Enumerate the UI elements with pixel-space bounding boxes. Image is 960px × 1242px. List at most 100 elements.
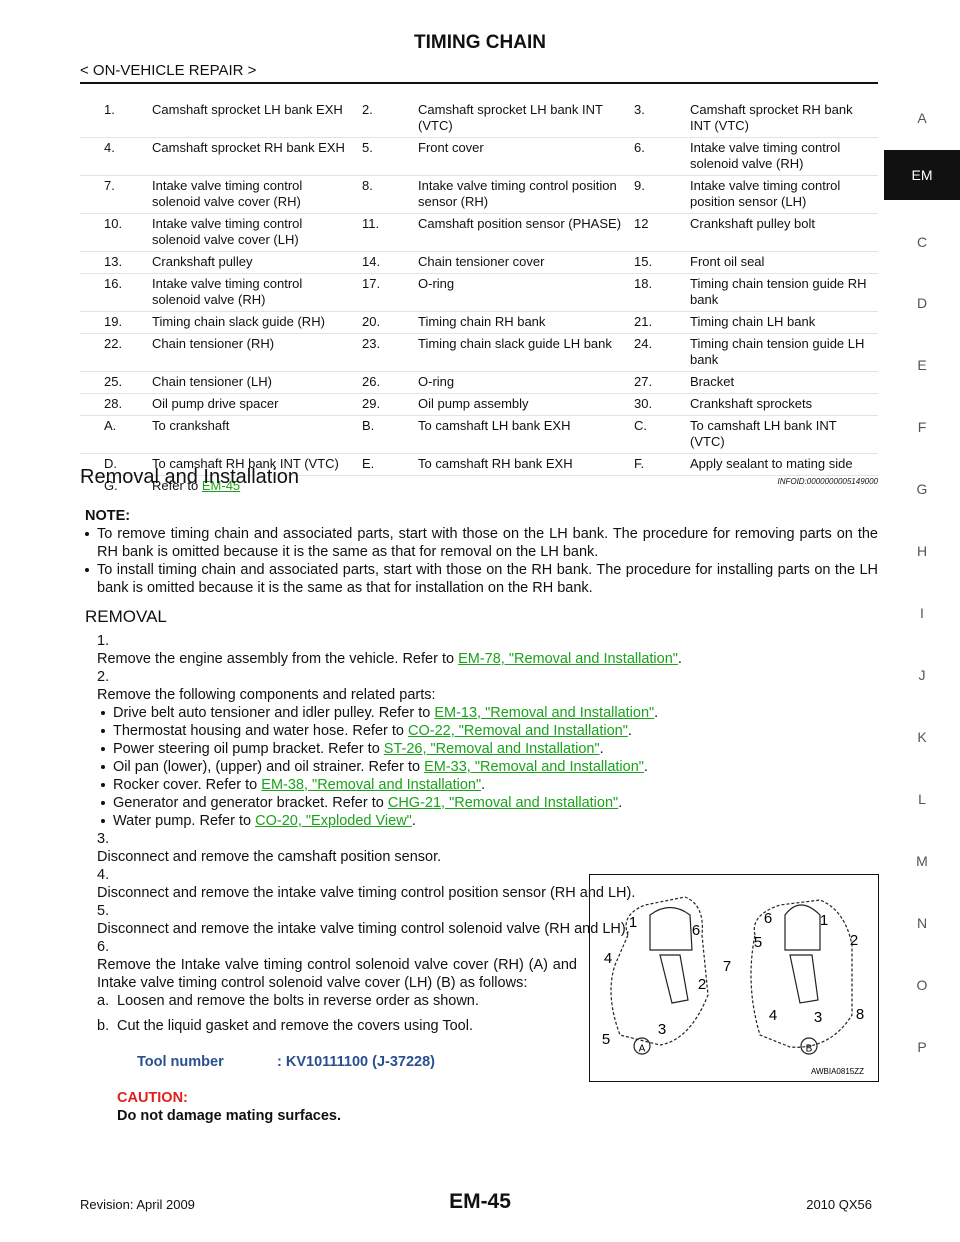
bullet [101,765,105,769]
side-tab: N [916,915,928,931]
item-number: 27. [634,371,690,394]
side-tab: J [918,667,926,683]
note-label: NOTE: [85,508,131,524]
text: Drive belt auto tensioner and idler pull… [113,705,435,721]
figure-label: A [639,1044,646,1055]
callout-circle [800,1037,818,1055]
step: 1. Remove the engine assembly from the ve… [97,632,878,668]
link[interactable]: ST-26, "Removal and Installation" [383,741,600,757]
note-text: To install timing chain and associated p… [97,562,878,596]
footer-page: EM-45 [449,1190,511,1213]
caution-label: CAUTION: [117,1090,188,1106]
legend-row: 19. Timing chain slack guide (RH) 20. Timin… [80,311,878,334]
figure-label: 1 [629,914,637,931]
item-text: To camshaft RH bank EXH [418,453,634,476]
step-body: Remove the engine assembly from the vehi… [97,650,878,668]
item-number: 15. [634,251,690,274]
item-number: 30. [634,393,690,416]
item-number: 19. [80,311,152,334]
footer-revision: Revision: April 2009 [80,1197,195,1212]
step-number: 4. [97,867,110,883]
cover-outline [610,896,709,1046]
legend-row: 1. Camshaft sprocket LH bank EXH 2. Camshaf… [80,100,878,138]
substep-text: Loosen and remove the bolts in reverse o… [117,993,479,1009]
side-tab: G [916,481,928,497]
item-number: 13. [80,251,152,274]
section-title: Removal and Installation [80,466,300,488]
text: Water pump. Refer to [113,813,256,829]
step-text: Remove the following components and rela… [97,687,436,703]
item-number: C. [634,415,690,454]
sub-item: Oil pan (lower), (upper) and oil straine… [101,758,878,776]
text: Power steering oil pump bracket. Refer t… [113,741,384,757]
figure-label: 8 [856,1006,864,1023]
item-text: Refer to [152,478,202,493]
item-text: Bracket [690,371,878,394]
link[interactable]: EM-33, "Removal and Installation" [424,759,644,775]
text: Disconnect and remove the intake valve t… [97,921,630,937]
item-number: 12 [634,213,690,252]
link[interactable]: EM-78, "Removal and Installation" [458,651,678,667]
item-number: 8. [362,175,418,214]
step-text: Remove the engine assembly from the vehi… [97,651,682,667]
item-number: 6. [634,137,690,176]
legend-row: D. To camshaft RH bank INT (VTC) E. To cams… [80,453,878,476]
item-number: 5. [362,137,418,176]
side-tab: H [916,543,928,559]
item-text: Oil pump drive spacer [152,393,362,416]
link[interactable]: CHG-21, "Removal and Installation" [387,795,619,811]
legend-row: A. To crankshaft B. To camshaft LH bank EXH… [80,415,878,454]
step-text: Power steering oil pump bracket. Refer t… [113,740,604,758]
sub-item: Thermostat housing and water hose. Refer… [101,722,878,740]
side-tab: K [917,729,927,745]
removal-heading: REMOVAL [85,607,167,626]
item-text: To camshaft RH bank INT (VTC) [152,453,362,476]
callout-circle [633,1037,651,1055]
item-text: Timing chain RH bank [418,311,634,334]
step: 3. Disconnect and remove the camshaft pos… [97,830,878,866]
step-text: Generator and generator bracket. Refer t… [113,794,622,812]
side-tab: L [918,791,926,807]
item-text: Apply sealant to mating side [690,453,878,476]
step-text: Thermostat housing and water hose. Refer… [113,722,632,740]
step-text: Drive belt auto tensioner and idler pull… [113,704,658,722]
page-subtitle: < ON-VEHICLE REPAIR > [80,62,257,79]
text: . [411,813,416,829]
link[interactable]: EM-45 [201,478,241,493]
figure-label: 3 [658,1021,666,1038]
item-text: Crankshaft pulley bolt [690,213,878,252]
bullet [85,568,89,572]
link[interactable]: EM-38, "Removal and Installation" [261,777,482,793]
figure-code: AWBIA0815ZZ [811,1067,864,1076]
item-text: Intake valve timing control solenoid val… [152,273,362,312]
figure-label: 4 [769,1007,777,1024]
item-number: 16. [80,273,152,312]
link[interactable]: CO-20, "Exploded View" [255,813,412,829]
item-number: 7. [80,175,152,214]
link[interactable]: CO-22, "Removal and Installation" [408,723,628,739]
item-text: To camshaft LH bank EXH [418,415,634,454]
text: . [677,651,682,667]
item-number: D. [80,453,152,476]
footer-model: 2010 QX56 [806,1197,872,1212]
tool-number: Tool number: KV10111100 (J-37228) [137,1053,878,1071]
item-text: Camshaft sprocket RH bank INT (VTC) [690,100,878,138]
substep-number: b. [97,1018,110,1034]
text: . [627,723,632,739]
item-number: 24. [634,333,690,372]
item-number: 2. [362,100,418,138]
step-text: Rocker cover. Refer to EM-38, "Removal a… [113,776,485,794]
substep: b. Cut the liquid gasket and remove the c… [97,1017,878,1035]
legend-row: 25. Chain tensioner (LH) 26. O-ring 27. Brack… [80,371,878,394]
item-text: Timing chain LH bank [690,311,878,334]
step-text: Disconnect and remove the camshaft posit… [97,849,441,865]
bullet [101,711,105,715]
figure-label: 6 [692,922,700,939]
figure: 1 6 4 2 5 3 A 6 1 5 2 7 4 3 8 B AWBIA0815ZZ [589,874,879,1082]
link[interactable]: EM-13, "Removal and Installation" [434,705,655,721]
bullet [101,819,105,823]
item-text: Timing chain tension guide RH bank [690,273,878,312]
step-body: Remove the Intake valve timing control s… [97,956,577,992]
note-block: NOTE: To remove timing chain and associa… [85,507,878,597]
